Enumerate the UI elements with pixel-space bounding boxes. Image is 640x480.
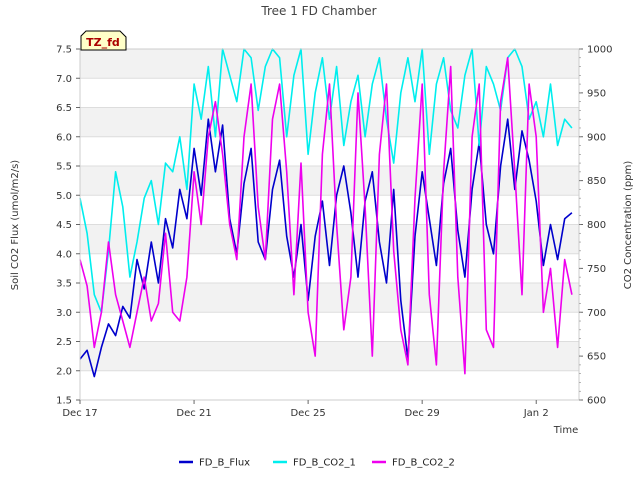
legend: FD_B_Flux FD_B_CO2_1 FD_B_CO2_2 (179, 458, 455, 469)
plot-band (80, 224, 579, 254)
plot-band (80, 49, 579, 79)
y2-tick-label: 1000 (587, 45, 612, 56)
chart-title: Tree 1 FD Chamber (260, 4, 376, 18)
legend-label: FD_B_CO2_2 (392, 458, 455, 469)
y-tick-label: 2.0 (56, 366, 72, 377)
tz-badge: TZ_fd (80, 30, 127, 51)
x-tick-label: Jan 2 (523, 408, 549, 419)
y2-tick-label: 650 (587, 352, 606, 363)
legend-label: FD_B_CO2_1 (293, 458, 356, 469)
plot-band (80, 107, 579, 137)
y-tick-label: 1.5 (56, 396, 72, 407)
y-tick-label: 6.5 (56, 103, 72, 114)
y2-tick-label: 800 (587, 220, 606, 231)
x-axis-title: Time (553, 425, 578, 436)
x-tick-label: Dec 17 (62, 408, 97, 419)
x-tick-label: Dec 29 (405, 408, 440, 419)
x-tick-label: Dec 21 (176, 408, 211, 419)
x-tick-label: Dec 25 (290, 408, 325, 419)
y2-tick-label: 900 (587, 132, 606, 143)
y-tick-label: 5.0 (56, 191, 72, 202)
y-tick-label: 3.5 (56, 279, 72, 290)
plot-band (80, 283, 579, 313)
series-layer (79, 48, 573, 378)
y2-tick-label: 750 (587, 264, 606, 275)
y-tick-label: 7.5 (56, 45, 72, 56)
y2-tick-label: 600 (587, 396, 606, 407)
axes: 1.5 2.0 2.5 3.0 3.5 4.0 4.5 5.0 5.5 6.0 6.5 7.0 7.5 6… (56, 45, 612, 420)
tz-badge-label: TZ_fd (86, 36, 120, 49)
y-tick-label: 2.5 (56, 337, 72, 348)
y-tick-label: 6.0 (56, 132, 72, 143)
y-tick-label: 7.0 (56, 74, 72, 85)
y-tick-label: 4.0 (56, 249, 72, 260)
y2-tick-label: 700 (587, 308, 606, 319)
y2-axis-title: CO2 Concentration (ppm) (623, 161, 634, 290)
series-line-fd-b-flux (79, 118, 573, 378)
series-line-fd-b-co2-1 (79, 48, 573, 314)
tz-badge-shape (80, 30, 127, 51)
plot-band (80, 341, 579, 371)
y-tick-label: 4.5 (56, 220, 72, 231)
y-axis-title: Soil CO2 Flux (umol/m2/s) (10, 160, 21, 290)
y-tick-label: 3.0 (56, 308, 72, 319)
series-line-fd-b-co2-2 (79, 56, 573, 375)
y-tick-label: 5.5 (56, 162, 72, 173)
legend-label: FD_B_Flux (199, 458, 250, 469)
y2-tick-label: 950 (587, 88, 606, 99)
plot-band (80, 166, 579, 196)
y2-tick-label: 850 (587, 176, 606, 187)
